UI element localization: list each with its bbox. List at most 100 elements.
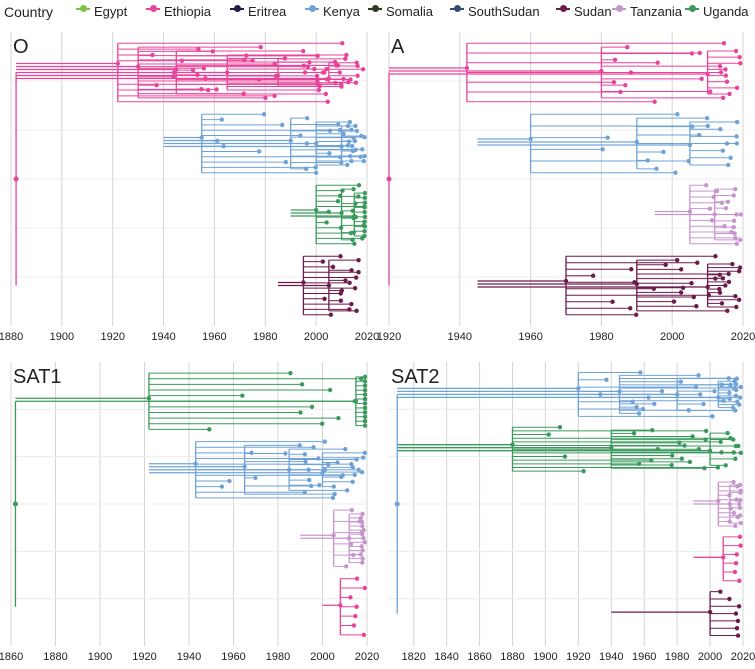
panel-a: 1920 1940 1960 1980 2000 2020 A — [377, 28, 755, 346]
tree-tip — [338, 254, 343, 259]
tree-tip — [581, 468, 586, 474]
x-tick-label: 1960 — [632, 651, 656, 663]
tree-tip — [738, 490, 743, 495]
legend-swatch-ethiopia — [146, 4, 160, 12]
tree-tip — [317, 83, 322, 89]
tree-tip — [341, 131, 346, 136]
tree-tip — [335, 460, 340, 465]
tree-tip — [315, 53, 320, 59]
x-tick-label: 1960 — [202, 331, 226, 343]
x-tick-label: 1940 — [151, 331, 175, 343]
tree-tip — [332, 491, 337, 497]
tree-tip — [735, 633, 741, 638]
tree-tip — [723, 67, 728, 72]
tree-tip — [546, 432, 551, 437]
tree-tip — [733, 523, 738, 529]
tree-tip — [330, 264, 336, 270]
tree-tip — [623, 82, 628, 88]
tree-tip — [717, 286, 722, 292]
tree-tip — [669, 462, 674, 468]
x-tick-label: 1980 — [253, 331, 277, 343]
tree-tip — [344, 564, 349, 569]
tree-tip — [738, 61, 743, 66]
x-tick-label: 1880 — [43, 651, 67, 663]
tree-tip — [737, 501, 742, 507]
tree-tip — [355, 63, 360, 69]
tree-tip — [629, 267, 634, 272]
tree-tip — [604, 377, 609, 382]
tree-tip — [332, 59, 338, 65]
tree-tip — [354, 576, 360, 581]
tree-tip — [362, 195, 367, 201]
tree-tip — [349, 143, 355, 149]
tree-tip — [362, 205, 367, 210]
tree-tip — [328, 312, 334, 317]
tree-tip — [670, 453, 675, 458]
tree-tip — [349, 301, 354, 307]
legend-item-somalia: Somalia — [368, 4, 433, 19]
tree-tip — [362, 383, 368, 388]
tree-tip — [725, 199, 731, 205]
tree-tip — [709, 218, 715, 223]
tree-node — [313, 141, 319, 146]
tree-tip — [362, 401, 368, 406]
tree-tip — [362, 450, 368, 456]
tree-tip — [362, 219, 367, 224]
tree-node — [634, 281, 639, 287]
tree-tip — [352, 285, 358, 291]
tree-tip — [650, 427, 655, 433]
tree-tip — [362, 228, 367, 234]
tree-tip — [354, 457, 359, 462]
tree-tip — [359, 519, 365, 525]
tree-tip — [718, 439, 723, 445]
tree-tip — [717, 290, 723, 295]
legend-swatch-eritrea — [230, 4, 244, 12]
tree-sat1: 1860 1880 1900 1920 1940 1960 1980 2000 2020 — [0, 362, 379, 663]
legend-swatch-egypt — [76, 4, 90, 12]
tree-node — [320, 470, 325, 475]
tree-tip — [283, 159, 289, 165]
legend-swatch-kenya — [305, 4, 319, 12]
tree-tip — [299, 382, 305, 387]
tree-tip — [734, 387, 739, 393]
tree-tip — [730, 405, 736, 410]
tree-tip — [309, 483, 314, 489]
tree-tip — [737, 482, 743, 488]
tree-tip — [737, 505, 743, 511]
tree-tip — [272, 93, 277, 99]
tree-tip — [302, 490, 307, 495]
x-tick-label: 1940 — [177, 651, 201, 663]
tree-tip — [327, 151, 332, 156]
legend-title: Country — [4, 4, 54, 20]
tree-tip — [733, 381, 739, 387]
tree-tip — [689, 280, 694, 286]
tree-tip — [721, 41, 727, 46]
tree-tip — [359, 544, 364, 549]
tree-tip — [719, 382, 724, 387]
tree-tip — [353, 275, 359, 280]
tree-tip — [298, 410, 303, 415]
tree-tip — [737, 265, 743, 270]
tree-tip — [324, 66, 329, 72]
tree-tip — [360, 67, 366, 72]
tree-tip — [736, 269, 742, 274]
tree-tip — [344, 52, 349, 58]
tree-tip — [327, 387, 333, 393]
tree-tip — [362, 153, 367, 159]
tree-tip — [734, 497, 739, 502]
tree-tip — [261, 112, 267, 117]
tree-tip — [723, 463, 728, 468]
tree-tip — [324, 220, 329, 225]
tree-tip — [343, 446, 348, 452]
tree-tip — [322, 296, 327, 301]
x-tick-label: 1960 — [518, 331, 542, 343]
tree-tip — [358, 515, 364, 521]
tree-sat2: 1820 1840 1860 1880 1900 1920 1940 1960 1980 2000… — [389, 362, 755, 663]
tree-tip — [240, 393, 245, 398]
tree-tip — [316, 87, 322, 93]
tree-node — [464, 65, 470, 71]
tree-tip — [258, 44, 263, 50]
tree-tip — [710, 414, 715, 419]
tree-tip — [634, 312, 639, 317]
x-tick-label: 1820 — [401, 651, 425, 663]
